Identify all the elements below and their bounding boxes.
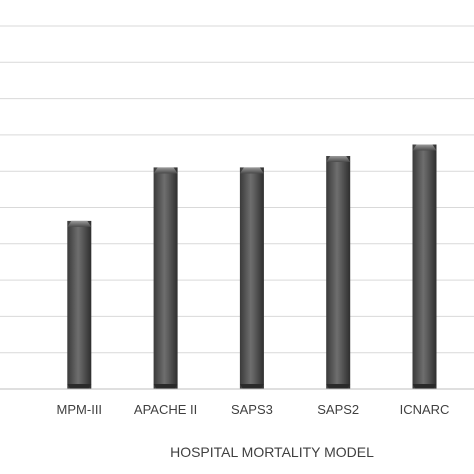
bar-apache-ii [153, 167, 178, 389]
bar-base [326, 384, 351, 389]
bar-cap [67, 220, 92, 227]
bar-mpm-iii [67, 220, 92, 389]
bar-body [67, 220, 92, 389]
bar-body [153, 167, 178, 389]
bar-cap [326, 155, 351, 162]
x-tick-label: SAPS3 [231, 402, 273, 417]
bar-body [239, 167, 264, 389]
bar-saps2 [326, 155, 351, 389]
x-tick-label: APACHE II [134, 402, 197, 417]
x-tick-label: SAPS2 [317, 402, 359, 417]
bar-icnarc [412, 144, 437, 389]
bar-cap [239, 167, 264, 174]
bar-body [412, 144, 437, 389]
bar-base [67, 384, 92, 389]
bar-saps3 [239, 167, 264, 389]
x-tick-label: MPM-III [57, 402, 103, 417]
bar-cap [412, 144, 437, 151]
bar-base [412, 384, 437, 389]
bar-body [326, 156, 351, 389]
x-tick-label: ICNARC [400, 402, 450, 417]
x-axis-title: HOSPITAL MORTALITY MODEL [170, 444, 374, 460]
bar-cap [153, 167, 178, 174]
bars [67, 144, 437, 389]
bar-base [153, 384, 178, 389]
bar-base [239, 384, 264, 389]
